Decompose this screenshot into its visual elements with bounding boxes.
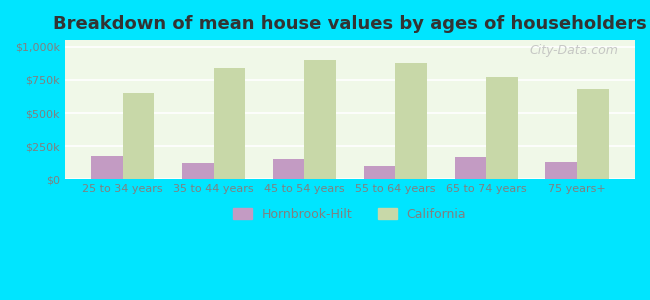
Text: City-Data.com: City-Data.com xyxy=(529,44,618,57)
Bar xyxy=(363,166,395,179)
Bar xyxy=(304,60,336,179)
Bar xyxy=(182,163,214,179)
Bar xyxy=(395,63,427,179)
Bar xyxy=(454,157,486,179)
Bar xyxy=(91,156,123,179)
Bar xyxy=(486,76,518,179)
Bar xyxy=(123,93,155,179)
Bar xyxy=(272,159,304,179)
Legend: Hornbrook-Hilt, California: Hornbrook-Hilt, California xyxy=(229,203,471,226)
Bar xyxy=(577,88,609,179)
Title: Breakdown of mean house values by ages of householders: Breakdown of mean house values by ages o… xyxy=(53,15,647,33)
Bar xyxy=(545,162,577,179)
Bar xyxy=(214,68,245,179)
